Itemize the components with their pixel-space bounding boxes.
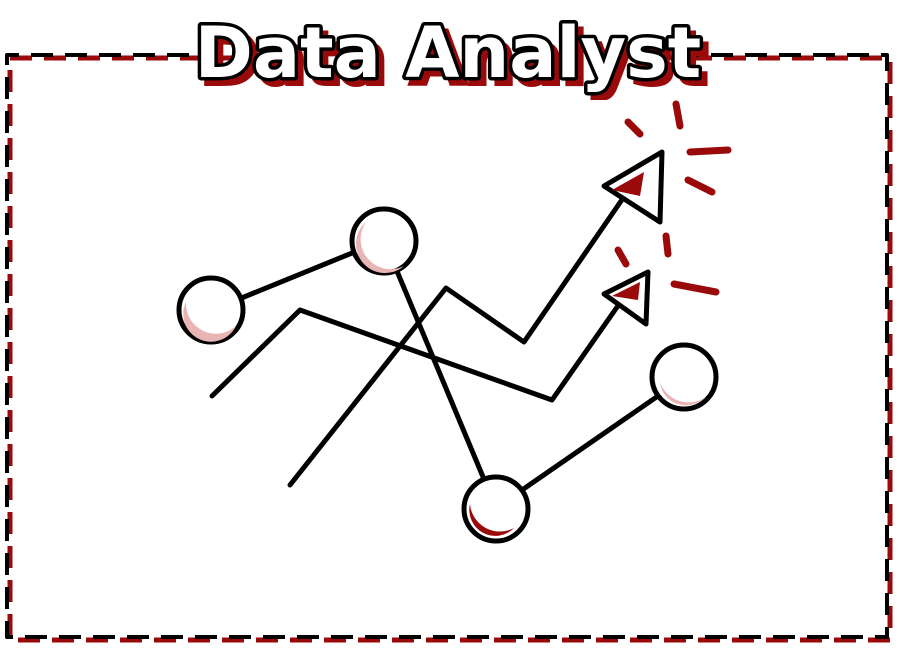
page-title-shadow: Data Analyst: [201, 18, 707, 100]
trend-line-lower: [209, 297, 625, 403]
node-right: [649, 342, 719, 412]
network-nodes: [176, 206, 719, 544]
network-graph-icon: [209, 237, 687, 511]
trend-line-upper: [287, 185, 633, 488]
sparkle-burst-icon: [614, 100, 732, 296]
node-left: [176, 275, 246, 345]
page-title-outline: Data Analyst: [195, 12, 701, 94]
trend-arrow-icon: [601, 149, 665, 327]
node-bottom: [461, 474, 531, 544]
page-title: Data Analyst: [195, 12, 701, 94]
node-top: [349, 206, 419, 276]
title-banner: Data Analyst Data Analyst Data Analyst: [191, 9, 710, 101]
